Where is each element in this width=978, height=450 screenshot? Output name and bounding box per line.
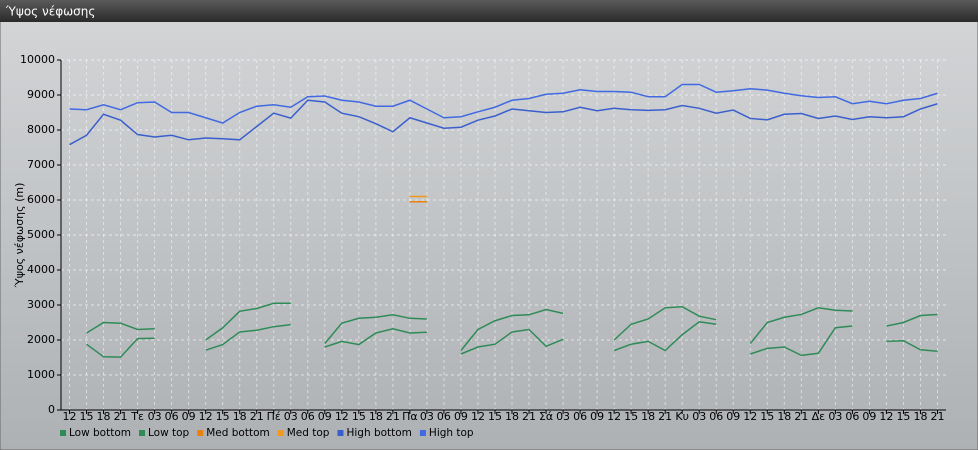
y-tick-label: 9000 [27, 88, 55, 101]
legend-label: Low bottom [69, 427, 131, 439]
y-tick-label: 5000 [27, 228, 55, 241]
x-tick-label: 06 [845, 410, 859, 423]
legend-label: Med top [287, 427, 330, 439]
x-tick-label: 09 [182, 410, 196, 423]
x-tick-label: 03 [148, 410, 162, 423]
header [0, 0, 978, 22]
y-tick-label: 4000 [27, 263, 55, 276]
x-tick-label: 06 [301, 410, 315, 423]
legend-item: High top [419, 427, 474, 439]
x-tick-label: 12 [607, 410, 621, 423]
legend-swatch [337, 430, 344, 436]
x-tick-label: 09 [318, 410, 332, 423]
x-tick-label: 18 [913, 410, 927, 423]
x-tick-label: 06 [573, 410, 587, 423]
x-tick-label: 18 [505, 410, 519, 423]
x-tick-label: 21 [114, 410, 128, 423]
series-line [69, 83, 938, 124]
x-tick-label: 09 [454, 410, 468, 423]
series-line [86, 302, 938, 351]
x-tick-label: Πα [402, 410, 418, 423]
x-tick-label: 12 [63, 410, 77, 423]
legend-label: Med bottom [206, 427, 270, 439]
y-tick-label: 3000 [27, 298, 55, 311]
series-line [86, 321, 938, 358]
x-tick-label: 09 [726, 410, 740, 423]
y-tick-label: 7000 [27, 158, 55, 171]
x-tick-label: 18 [233, 410, 247, 423]
y-tick-label: 8000 [27, 123, 55, 136]
chart-title: Ύψος νέφωσης [5, 5, 95, 19]
x-tick-label: 15 [760, 410, 774, 423]
y-tick-label: 2000 [27, 333, 55, 346]
legend-label: High top [429, 427, 474, 439]
x-tick-label: 21 [658, 410, 672, 423]
legend-item: High bottom [337, 427, 412, 439]
x-tick-label: 15 [352, 410, 366, 423]
legend-item: Low top [139, 427, 190, 439]
x-tick-label: 15 [896, 410, 910, 423]
legend-item: Low bottom [60, 427, 131, 439]
x-tick-label: 21 [250, 410, 264, 423]
x-tick-label: 03 [420, 410, 434, 423]
legend-swatch [139, 430, 145, 436]
x-tick-label: 18 [777, 410, 791, 423]
x-tick-label: Κυ [675, 410, 689, 423]
x-tick-label: 21 [522, 410, 536, 423]
legend-swatch [197, 430, 204, 436]
x-tick-label: 03 [284, 410, 298, 423]
x-tick-label: 06 [437, 410, 451, 423]
y-tick-label: 1000 [27, 368, 55, 381]
y-axis-label: Ύψος νέφωσης (m) [13, 183, 26, 289]
y-tick-label: 0 [48, 403, 55, 416]
series-line [69, 99, 938, 146]
x-tick-label: 09 [590, 410, 604, 423]
legend-label: Low top [148, 427, 190, 439]
x-tick-label: Δε [812, 410, 826, 423]
x-tick-label: 21 [386, 410, 400, 423]
x-tick-label: Τε [130, 410, 144, 423]
x-tick-label: 09 [862, 410, 876, 423]
y-tick-label: 10000 [20, 53, 55, 66]
x-tick-label: 12 [335, 410, 349, 423]
x-tick-label: 18 [641, 410, 655, 423]
x-tick-label: 12 [879, 410, 893, 423]
x-tick-label: Πέ [267, 410, 281, 423]
x-tick-label: 15 [624, 410, 638, 423]
legend-swatch [419, 430, 426, 436]
legend-item: Med bottom [197, 427, 270, 439]
x-tick-label: Σά [539, 410, 553, 423]
x-tick-label: 21 [794, 410, 808, 423]
x-tick-label: 06 [709, 410, 723, 423]
legend-item: Med top [277, 427, 330, 439]
x-tick-label: 03 [828, 410, 842, 423]
legend-swatch [277, 430, 284, 436]
x-tick-label: 15 [80, 410, 94, 423]
x-tick-label: 06 [165, 410, 179, 423]
x-tick-label: 21 [930, 410, 944, 423]
x-tick-label: 15 [488, 410, 502, 423]
x-tick-label: 03 [692, 410, 706, 423]
legend-swatch [60, 430, 66, 436]
x-tick-label: 12 [471, 410, 485, 423]
y-tick-label: 6000 [27, 193, 55, 206]
x-tick-label: 18 [369, 410, 383, 423]
legend-label: High bottom [346, 427, 411, 439]
x-tick-label: 12 [743, 410, 757, 423]
x-tick-label: 12 [199, 410, 213, 423]
x-tick-label: 03 [556, 410, 570, 423]
x-tick-label: 18 [97, 410, 111, 423]
x-tick-label: 15 [216, 410, 230, 423]
